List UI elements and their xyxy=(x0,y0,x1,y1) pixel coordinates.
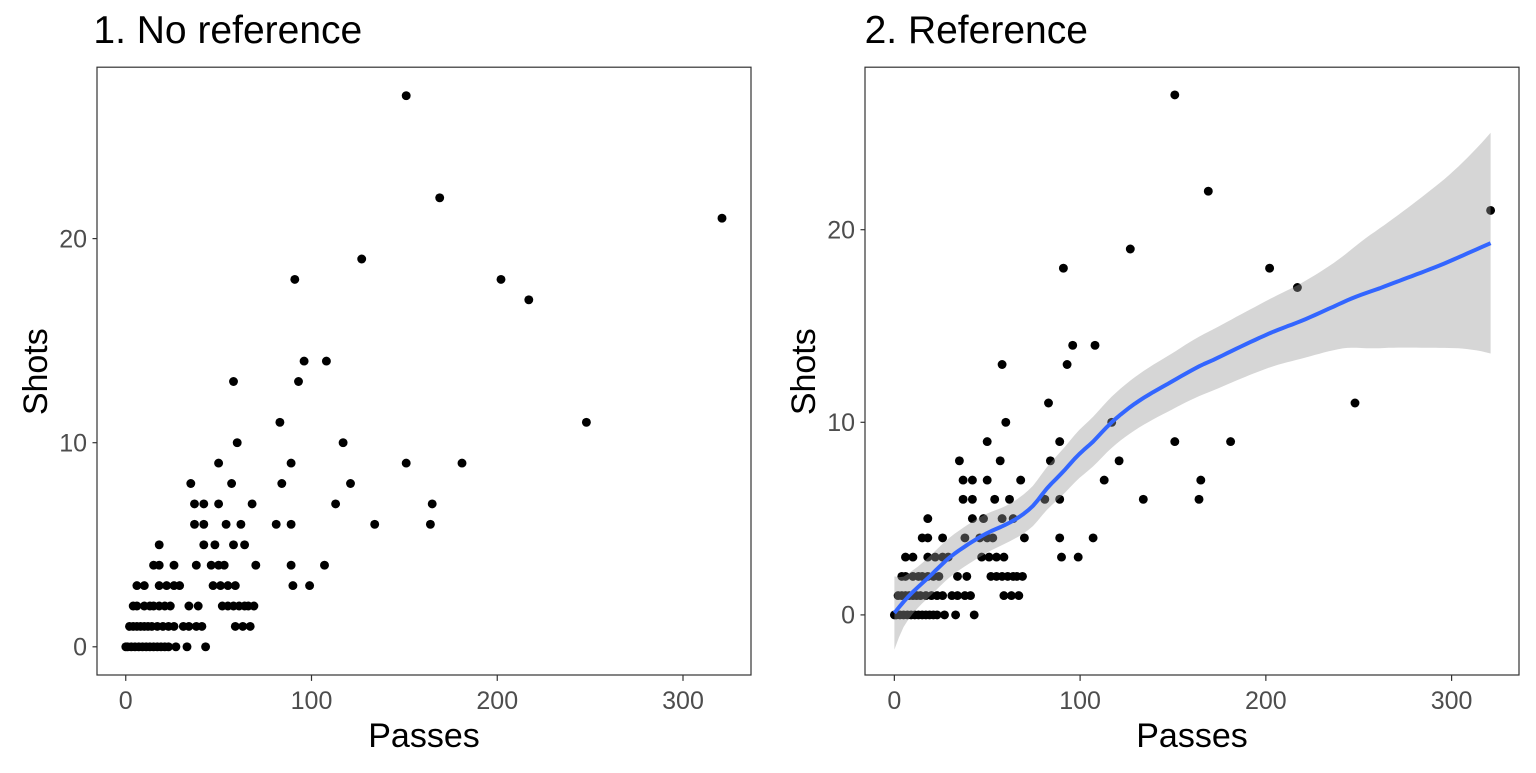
svg-text:200: 200 xyxy=(476,687,518,715)
svg-text:2. Reference: 2. Reference xyxy=(865,9,1088,52)
svg-text:Passes: Passes xyxy=(368,717,480,755)
svg-text:20: 20 xyxy=(827,217,855,245)
svg-text:300: 300 xyxy=(662,687,704,715)
svg-text:Shots: Shots xyxy=(785,328,823,415)
svg-text:20: 20 xyxy=(59,225,87,253)
svg-text:0: 0 xyxy=(73,634,87,662)
svg-text:Shots: Shots xyxy=(17,328,55,415)
svg-text:0: 0 xyxy=(119,687,133,715)
svg-text:100: 100 xyxy=(1059,687,1101,715)
svg-text:200: 200 xyxy=(1245,687,1287,715)
svg-text:0: 0 xyxy=(887,687,901,715)
svg-text:Passes: Passes xyxy=(1136,717,1248,755)
svg-text:0: 0 xyxy=(841,602,855,630)
svg-text:100: 100 xyxy=(291,687,333,715)
svg-text:300: 300 xyxy=(1431,687,1473,715)
svg-text:10: 10 xyxy=(59,430,87,458)
svg-text:10: 10 xyxy=(827,409,855,437)
svg-text:1. No reference: 1. No reference xyxy=(93,9,362,52)
